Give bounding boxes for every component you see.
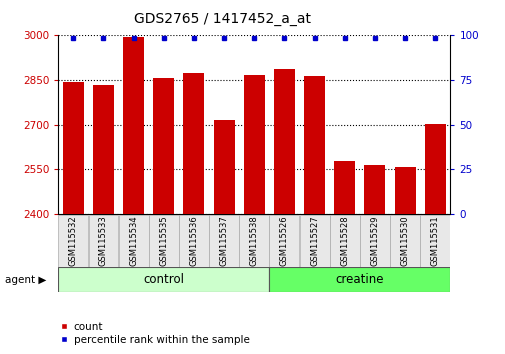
FancyBboxPatch shape (58, 267, 269, 292)
FancyBboxPatch shape (88, 215, 118, 267)
Text: GSM115527: GSM115527 (310, 215, 319, 266)
FancyBboxPatch shape (119, 215, 148, 267)
Bar (394, 167, 415, 214)
Text: GSM115533: GSM115533 (99, 215, 108, 266)
Bar (364, 165, 385, 214)
FancyBboxPatch shape (329, 215, 359, 267)
Text: control: control (143, 273, 184, 286)
Bar (63, 82, 84, 214)
FancyBboxPatch shape (58, 215, 88, 267)
Text: GSM115535: GSM115535 (159, 215, 168, 266)
Text: agent ▶: agent ▶ (5, 275, 46, 285)
FancyBboxPatch shape (239, 215, 269, 267)
FancyBboxPatch shape (299, 215, 329, 267)
Bar (123, 38, 144, 214)
Text: GDS2765 / 1417452_a_at: GDS2765 / 1417452_a_at (134, 12, 311, 27)
Bar (333, 161, 355, 214)
FancyBboxPatch shape (269, 267, 449, 292)
Bar (93, 85, 114, 214)
FancyBboxPatch shape (389, 215, 419, 267)
Bar (424, 124, 445, 214)
FancyBboxPatch shape (269, 215, 299, 267)
Bar (213, 120, 234, 214)
FancyBboxPatch shape (420, 215, 449, 267)
Bar (183, 73, 204, 214)
Bar (273, 69, 294, 214)
Text: GSM115534: GSM115534 (129, 215, 138, 266)
Text: GSM115532: GSM115532 (69, 215, 78, 266)
Bar (243, 75, 264, 214)
Text: GSM115536: GSM115536 (189, 215, 198, 266)
Bar (304, 76, 325, 214)
Text: GSM115530: GSM115530 (400, 215, 409, 266)
Text: GSM115537: GSM115537 (219, 215, 228, 266)
Text: GSM115528: GSM115528 (339, 215, 348, 266)
FancyBboxPatch shape (179, 215, 209, 267)
Text: GSM115526: GSM115526 (279, 215, 288, 266)
Text: creatine: creatine (335, 273, 383, 286)
Text: GSM115529: GSM115529 (370, 216, 379, 266)
FancyBboxPatch shape (148, 215, 178, 267)
FancyBboxPatch shape (209, 215, 238, 267)
Bar (153, 78, 174, 214)
Legend: count, percentile rank within the sample: count, percentile rank within the sample (56, 317, 253, 349)
Text: GSM115531: GSM115531 (430, 215, 439, 266)
FancyBboxPatch shape (359, 215, 389, 267)
Text: GSM115538: GSM115538 (249, 215, 258, 266)
